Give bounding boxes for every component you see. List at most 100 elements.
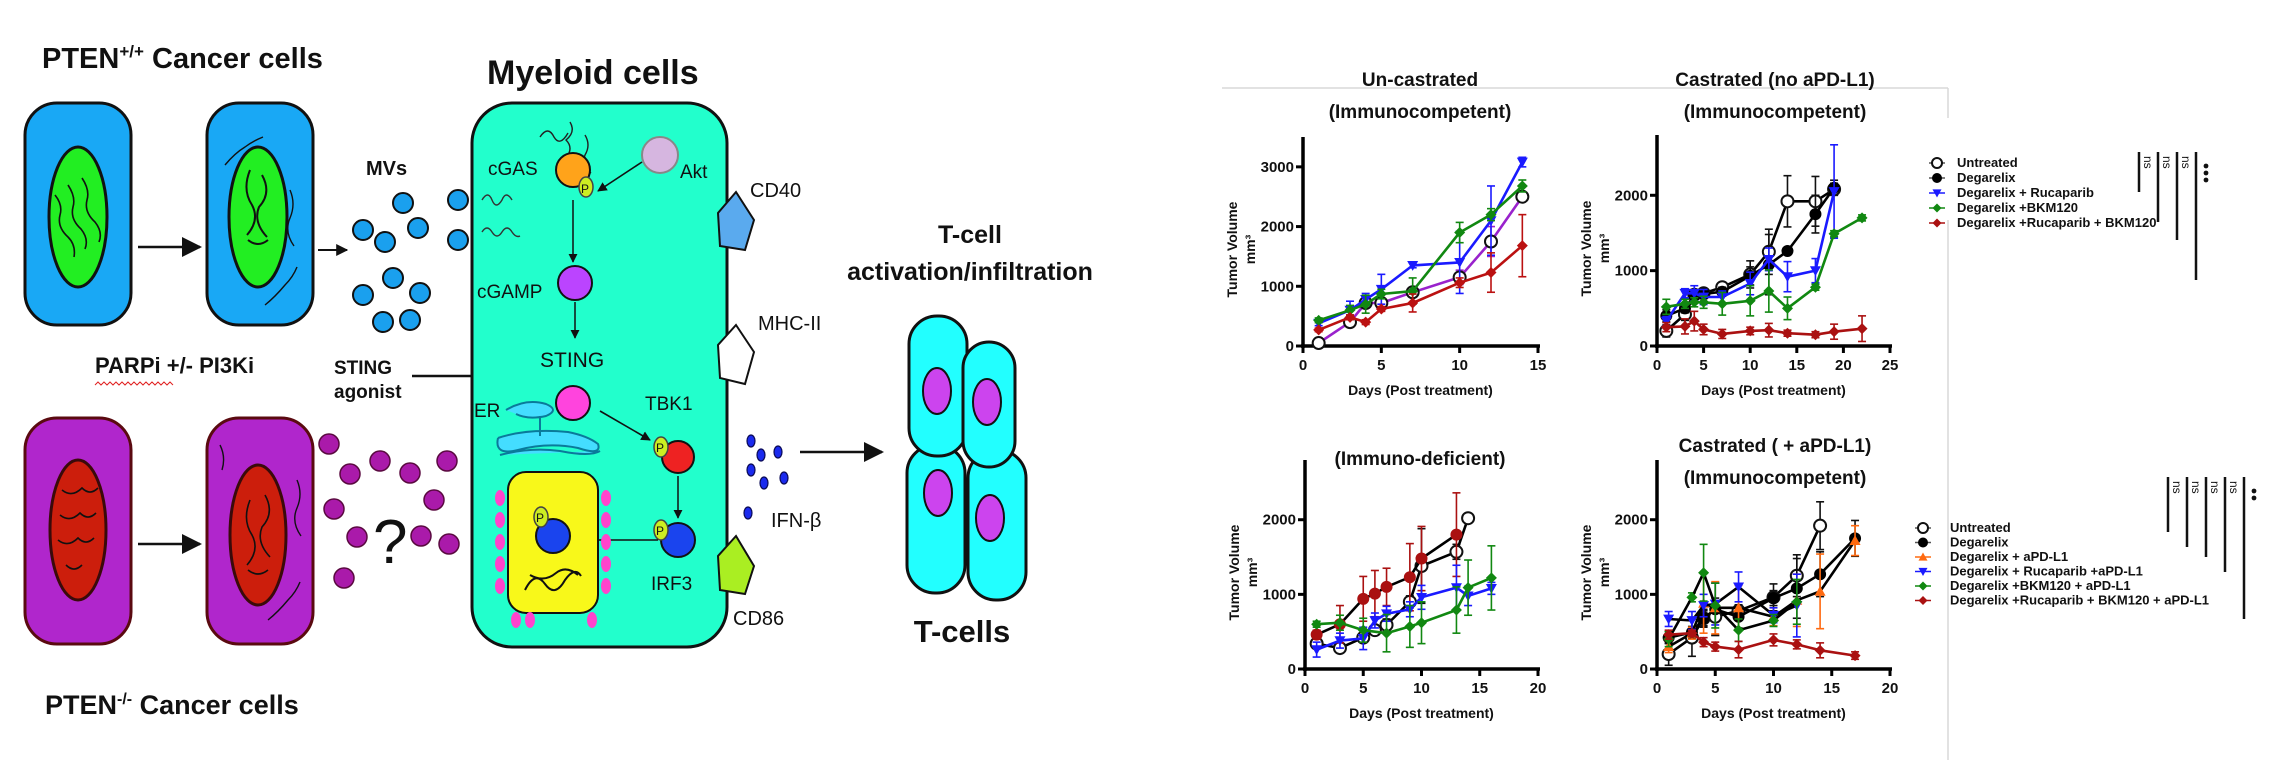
- data-point: [1313, 314, 1325, 326]
- data-point: [1781, 327, 1793, 339]
- data-point: [1813, 518, 1828, 533]
- y-axis-unit: mm³: [1596, 557, 1612, 587]
- data-point: [1686, 627, 1698, 639]
- x-tick-label: 10: [1742, 357, 1759, 374]
- data-point: [1407, 297, 1419, 309]
- chart-title: Castrated (no aPD-L1): [1675, 70, 1875, 91]
- data-point: [1688, 296, 1700, 308]
- data-point: [1814, 644, 1826, 656]
- x-tick-label: 5: [1711, 680, 1719, 697]
- spellcheck-underline: [94, 381, 174, 386]
- tcell-nucleus: [923, 469, 953, 517]
- data-point: [1744, 295, 1756, 307]
- data-point: [1791, 596, 1803, 608]
- pten-negative-cell-intact: [23, 416, 133, 646]
- significance-label: ns: [2179, 156, 2193, 169]
- arrow-sting-to-tbk1: [599, 410, 651, 441]
- x-tick-label: 10: [1451, 357, 1468, 374]
- phospho-label: P: [536, 511, 544, 525]
- legend-label: Degarelix +Rucaparib + BKM120: [1957, 215, 2156, 230]
- nuclear-pores: [495, 490, 611, 628]
- series-line: [1668, 631, 1856, 657]
- data-point: [1856, 323, 1868, 335]
- data-point: [1516, 240, 1528, 252]
- data-point: [1856, 212, 1868, 224]
- data-point: [1686, 591, 1698, 603]
- data-point: [1485, 267, 1497, 279]
- cd86-label: CD86: [733, 608, 784, 630]
- vesicle: [346, 526, 368, 548]
- x-tick-label: 0: [1653, 357, 1661, 374]
- phospho-label: P: [581, 182, 589, 196]
- data-point: [1334, 617, 1346, 629]
- legend-marker-icon: [1918, 581, 1928, 591]
- fragmented-dna-icon: [245, 494, 271, 575]
- data-point: [1780, 194, 1795, 209]
- tcell-title-line2: activation/infiltration: [847, 258, 1093, 286]
- data-point: [1698, 323, 1710, 335]
- endoplasmic-reticulum: [496, 401, 601, 456]
- significance-bracket: ns: [2185, 477, 2203, 547]
- unknown-vesicles: [318, 433, 460, 589]
- data-point: [1516, 180, 1528, 192]
- data-point: [1375, 288, 1387, 300]
- data-point: [1380, 580, 1393, 593]
- data-point: [1311, 336, 1326, 351]
- y-tick-label: 0: [1640, 338, 1648, 355]
- legend-item: Degarelix +Rucaparib + BKM120: [1929, 215, 2156, 230]
- microvesicle: [407, 217, 429, 239]
- chart-title: (Immuno-deficient): [1335, 449, 1506, 470]
- data-point: [1485, 572, 1497, 584]
- x-tick-label: 0: [1653, 680, 1661, 697]
- y-tick-label: 2000: [1615, 512, 1648, 529]
- data-point: [1407, 260, 1419, 271]
- chart-castrated-apdl1: Castrated ( + aPD-L1) (Immunocompetent) 0 5…: [1578, 436, 1898, 721]
- legend-marker-icon: [1932, 203, 1942, 213]
- microvesicles: [352, 189, 469, 333]
- legend-marker-icon: [1918, 552, 1928, 561]
- data-point: [1709, 641, 1721, 653]
- chart-castrated-no-apdl1: Castrated (no aPD-L1) (Immunocompetent) 0 5…: [1578, 70, 1898, 398]
- cd86-receptor-icon: [716, 534, 756, 596]
- nucleus-red: [228, 463, 288, 607]
- series-line: [1316, 586, 1492, 651]
- data-point: [1733, 644, 1745, 656]
- x-tick-label: 20: [1530, 680, 1547, 697]
- nuclear-dna-icon: [524, 568, 582, 591]
- chart-subtitle: (Immunocompetent): [1329, 102, 1512, 123]
- data-point: [1450, 528, 1463, 541]
- dna-strands-icon: [57, 486, 99, 570]
- legend-label: Degarelix + aPD-L1: [1950, 549, 2068, 564]
- tcell-nucleus: [922, 367, 952, 415]
- sting-agonist-label-line1: STING: [334, 358, 392, 379]
- question-mark: ?: [373, 508, 407, 577]
- akt-node: [641, 136, 679, 174]
- irf3-nuclear: [535, 518, 571, 554]
- phospho-badge: [578, 176, 594, 198]
- data-point: [1698, 567, 1710, 579]
- x-tick-label: 5: [1359, 680, 1367, 697]
- x-tick-label: 25: [1882, 357, 1899, 374]
- data-point: [1663, 629, 1675, 641]
- tcell: [905, 443, 967, 595]
- data-point: [1357, 624, 1369, 636]
- x-tick-label: 15: [1823, 680, 1840, 697]
- data-point: [1679, 288, 1691, 299]
- data-point: [1781, 272, 1793, 283]
- significance-bracket: ns: [2175, 152, 2193, 240]
- data-point: [1698, 296, 1710, 308]
- chart-uncastrated: Un-castrated (Immunocompetent) 0 5 10 15 0 1000…: [1224, 70, 1546, 398]
- data-point: [1849, 650, 1861, 662]
- data-point: [1781, 245, 1794, 258]
- data-point: [1462, 582, 1474, 594]
- legend-marker-icon: [1917, 522, 1929, 534]
- legend-marker-icon: [1918, 537, 1928, 548]
- data-point: [1809, 266, 1821, 277]
- ifn-beta-label: IFN-β: [771, 510, 821, 532]
- data-point: [1416, 592, 1427, 603]
- pten-negative-cell-damaged: [205, 416, 315, 646]
- vesicle: [318, 433, 340, 455]
- y-tick-label: 1000: [1615, 263, 1648, 280]
- series-degarelix-rucaparib-apd-l1: [1663, 571, 1803, 638]
- pten-positive-cell-intact: [23, 101, 133, 327]
